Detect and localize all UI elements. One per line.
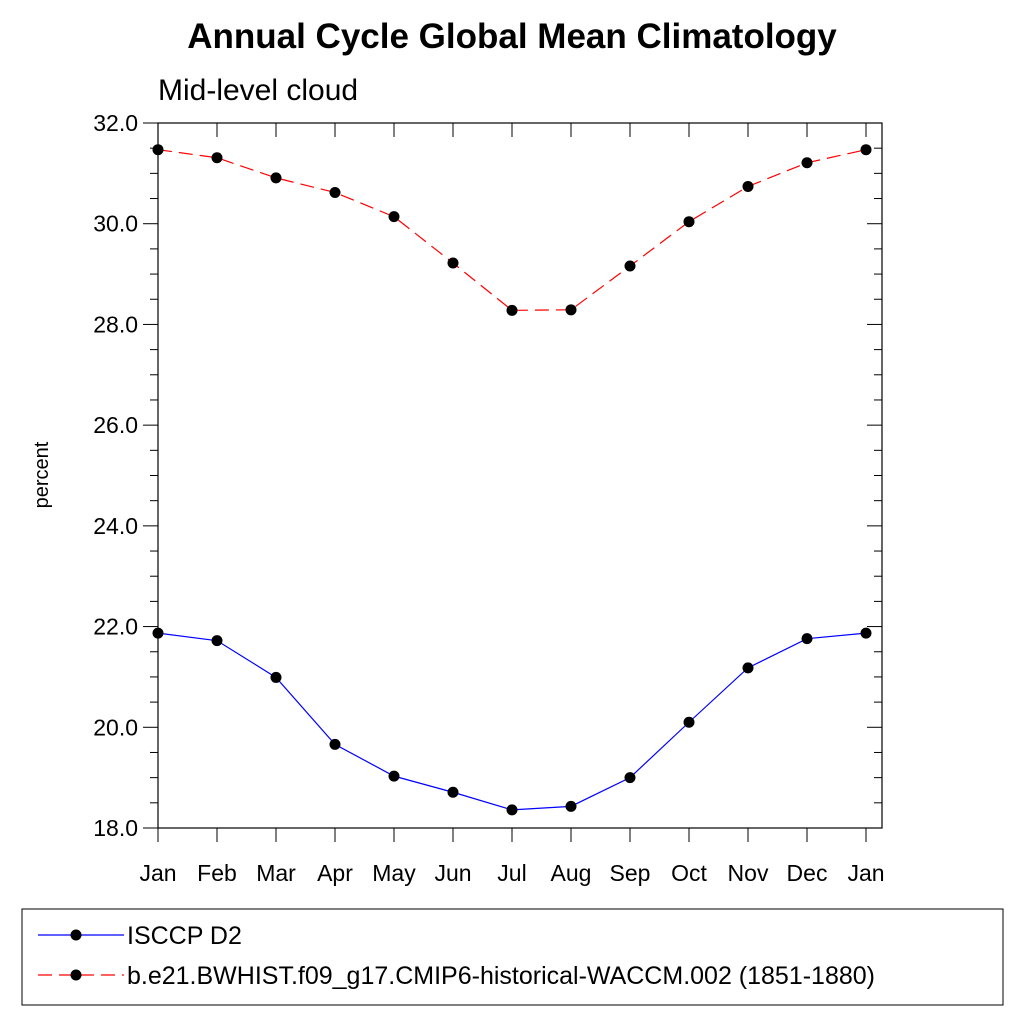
x-tick-label: Mar [256,860,296,886]
x-tick-label: Jan [847,860,884,886]
legend-label-2: b.e21.BWHIST.f09_g17.CMIP6-historical-WA… [127,962,875,990]
x-axis: Jan Feb Mar Apr May Jun Jul Aug Sep Oct Nov Dec Jan [139,123,885,886]
x-tick-label: Dec [787,860,828,886]
series-2-point [270,172,282,184]
series-2-point [211,152,223,164]
series-1-point [152,627,164,639]
series-1-point [447,786,459,798]
series-1-point [211,635,223,647]
series-2-point [152,144,164,156]
x-tick-label: Jul [497,860,526,886]
y-tick-label: 26.0 [93,412,138,438]
series-1-point [742,662,754,674]
legend-label-1: ISCCP D2 [127,922,242,950]
series-line-2 [157,149,867,311]
series-1-point [506,804,518,816]
series-1-point [801,633,813,645]
series-2-point [329,186,341,198]
y-tick-label: 24.0 [93,513,138,539]
series-1-point [388,770,400,782]
x-tick-label: Sep [610,860,651,886]
series-1-point [329,738,341,750]
series-1-point [624,772,636,784]
y-tick-label: 28.0 [93,311,138,337]
plot-frame [157,122,883,829]
y-tick-label: 18.0 [93,815,138,841]
x-tick-label: Jan [139,860,176,886]
series-2-point [506,304,518,316]
chart-title: Annual Cycle Global Mean Climatology [187,17,837,56]
x-tick-label: Apr [317,860,353,886]
x-tick-label: Jun [434,860,471,886]
series-line-1 [157,632,867,811]
series-2-point [565,304,577,316]
x-tick-label: Feb [197,860,237,886]
series-2-point [447,257,459,269]
y-axis-label: percent [31,441,53,508]
series-2-point [801,157,813,169]
legend-marker-1 [70,929,82,941]
series-1-point [565,800,577,812]
legend-marker-2 [70,969,82,981]
x-tick-label: Nov [728,860,769,886]
y-tick-label: 22.0 [93,614,138,640]
series-1-point [683,716,695,728]
series-1-point [860,627,872,639]
series-2-point [742,180,754,192]
series-2-point [388,211,400,223]
series-1-point [270,671,282,683]
series-2-point [683,216,695,228]
chart-subtitle: Mid-level cloud [158,74,358,107]
y-axis: 18.0 20.0 22.0 24.0 26.0 28.0 30.0 32.0 [93,110,882,841]
y-tick-label: 20.0 [93,714,138,740]
x-tick-label: Oct [671,860,707,886]
x-tick-label: Aug [551,860,592,886]
y-tick-label: 32.0 [93,110,138,136]
x-tick-label: May [372,860,416,886]
y-tick-label: 30.0 [93,211,138,237]
series-layer [152,144,872,816]
legend-box [21,908,1004,1006]
series-2-point [624,260,636,272]
legend: ISCCP D2 b.e21.BWHIST.f09_g17.CMIP6-histo… [21,908,1004,1006]
series-2-point [860,144,872,156]
